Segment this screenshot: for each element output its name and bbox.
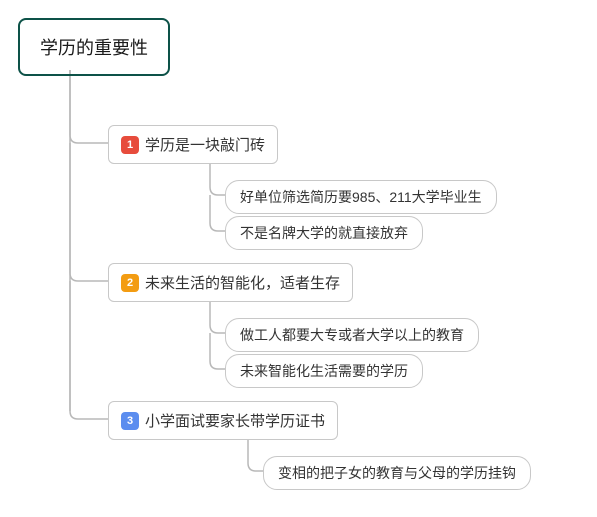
level2-node: 变相的把子女的教育与父母的学历挂钩 <box>263 456 531 490</box>
level2-node: 做工人都要大专或者大学以上的教育 <box>225 318 479 352</box>
level1-label: 未来生活的智能化，适者生存 <box>145 272 340 293</box>
level2-node: 未来智能化生活需要的学历 <box>225 354 423 388</box>
level2-node: 好单位筛选简历要985、211大学毕业生 <box>225 180 497 214</box>
level2-node: 不是名牌大学的就直接放弃 <box>225 216 423 250</box>
level1-label: 小学面试要家长带学历证书 <box>145 410 325 431</box>
badge-icon: 3 <box>121 412 139 430</box>
level1-node: 3 小学面试要家长带学历证书 <box>108 401 338 440</box>
badge-icon: 1 <box>121 136 139 154</box>
root-node: 学历的重要性 <box>18 18 170 76</box>
root-label: 学历的重要性 <box>40 38 148 58</box>
level1-node: 1 学历是一块敲门砖 <box>108 125 278 164</box>
level1-label: 学历是一块敲门砖 <box>145 134 265 155</box>
badge-icon: 2 <box>121 274 139 292</box>
level1-node: 2 未来生活的智能化，适者生存 <box>108 263 353 302</box>
